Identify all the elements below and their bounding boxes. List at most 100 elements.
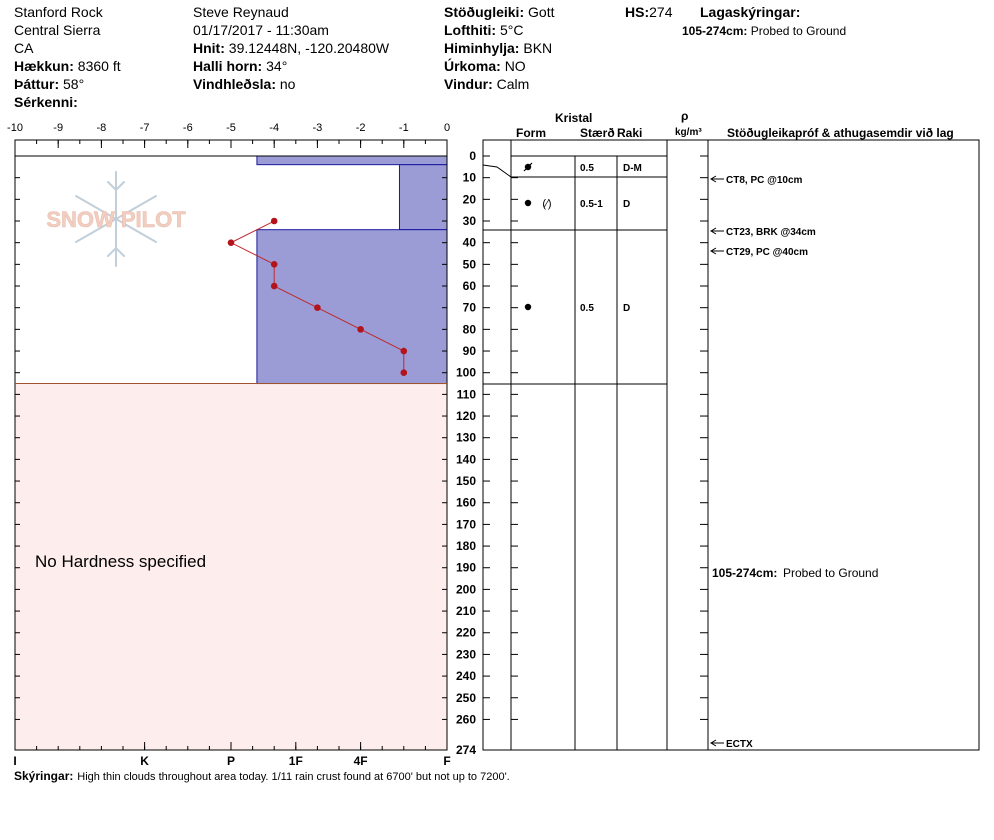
depth-tick-label: 250 [456, 691, 476, 705]
sky: Himinhylja: BKN [444, 40, 552, 57]
layer-comment-range: 105-274cm: [712, 566, 777, 580]
depth-tick-label: 160 [456, 496, 476, 510]
layer-table: 0.5 D-M (∕) 0.5-1 D 0.5 D CT8, PC @10cm CT23, BR… [482, 139, 980, 751]
temperature-profile [227, 217, 408, 377]
layer-size: 0.5 [580, 303, 594, 314]
no-hardness-region [15, 384, 447, 750]
layer-comment-text: Probed to Ground [750, 24, 847, 38]
depth-tick-label: 210 [456, 604, 476, 618]
layer-size: 0.5 [580, 163, 594, 174]
logo-text: SNOW PILOT [46, 207, 186, 232]
depth-tick-label: 230 [456, 647, 476, 661]
temp-point [270, 261, 278, 268]
test-arrow [710, 247, 717, 255]
coords-value: 39.12448N, -120.20480W [228, 40, 390, 56]
crystal-header: Kristal [555, 111, 593, 125]
temp-tick-label: -9 [53, 122, 63, 134]
table-frame [482, 139, 980, 751]
temp-point [270, 217, 278, 225]
moisture-header: Raki [617, 126, 643, 140]
depth-tick-label: 240 [456, 669, 476, 683]
temp-point [400, 347, 408, 355]
hs: HS:274 [625, 4, 672, 21]
location-name: Stanford Rock [14, 4, 103, 20]
temp-tick-label: -7 [140, 122, 150, 134]
depth-tick-label: 40 [463, 236, 477, 250]
slope-value: 34° [266, 58, 288, 74]
comments-text: High thin clouds throughout area today. … [77, 771, 510, 783]
temp-tick-label: -2 [356, 122, 366, 134]
layer-comment-text: Probed to Ground [783, 566, 878, 580]
depth-tick-label: 200 [456, 582, 476, 596]
no-hardness-label: No Hardness specified [35, 552, 207, 571]
sky-label: Himinhylja: [444, 40, 520, 56]
temp-tick-label: -1 [399, 122, 409, 134]
depth-tick-label: 0 [469, 149, 476, 163]
wind-loading: Vindhleðsla: no [193, 76, 295, 93]
wind-value: Calm [496, 76, 530, 92]
layer-comments-label: Lagaskýringar: [700, 4, 801, 20]
rounded-grain-icon [524, 303, 532, 311]
test-label: CT23, BRK @34cm [726, 227, 816, 238]
temp-line [229, 220, 405, 373]
hardness-bar [256, 155, 448, 166]
depth-tick-label: 10 [463, 171, 477, 185]
temp-point [400, 369, 408, 377]
depth-tick-label: 130 [456, 431, 476, 445]
stability: Stöðugleiki: Gott [444, 4, 554, 21]
depth-tick-label: 60 [463, 279, 477, 293]
range-name: Central Sierra [14, 22, 101, 38]
elevation-value: 8360 ft [77, 58, 121, 74]
depth-tick-label: 70 [463, 301, 477, 315]
comments: Skýringar: High thin clouds throughout a… [14, 767, 510, 786]
hardness-bar [398, 164, 448, 231]
hardness-tick-label: K [140, 754, 149, 768]
test-label: ECTX [726, 739, 753, 750]
sky-value: BKN [523, 40, 553, 56]
wind-label: Vindur: [444, 76, 493, 92]
depth-tick-label: 180 [456, 539, 476, 553]
rho-header: ρ [681, 109, 689, 123]
test-label: CT8, PC @10cm [726, 175, 803, 186]
temp-point [227, 239, 235, 246]
depth-tick-label: 30 [463, 214, 477, 228]
layer-moisture: D [623, 303, 630, 314]
depth-tick-label: 260 [456, 712, 476, 726]
observer: Steve Reynaud [193, 4, 289, 20]
layer-moisture: D [623, 199, 630, 210]
air-temp: Lofthiti: 5°C [444, 22, 523, 39]
depth-tick-label: 20 [463, 192, 477, 206]
layer-comment-header: 105-274cm: Probed to Ground [682, 23, 846, 40]
test-label: CT29, PC @40cm [726, 247, 808, 258]
comments-label: Skýringar: [14, 769, 74, 783]
state-name: CA [14, 40, 34, 56]
temp-tick-label: -5 [226, 122, 236, 134]
depth-tick-label: 90 [463, 344, 477, 358]
air-temp-value: 5°C [499, 22, 524, 38]
wind-loading-label: Vindhleðsla: [193, 76, 276, 92]
test-arrow [710, 227, 717, 235]
precip-label: Úrkoma: [444, 58, 501, 74]
temp-point [357, 326, 364, 333]
wind-loading-value: no [279, 76, 296, 92]
depth-tick-label: 110 [457, 387, 477, 401]
layer-size: 0.5-1 [580, 199, 603, 210]
temp-point [270, 282, 278, 290]
decomposing-icon: (∕) [542, 198, 551, 210]
datetime: 01/17/2017 - 11:30am [193, 22, 329, 38]
rounded-grain-icon [524, 199, 532, 207]
wind: Vindur: Calm [444, 76, 529, 93]
layer-comment-range: 105-274cm: [682, 24, 748, 38]
melt-freeze-icon-slash [523, 162, 533, 172]
aspect: Þáttur: 58° [14, 76, 84, 93]
hardness-layers [256, 155, 448, 385]
depth-tick-label: 50 [463, 257, 477, 271]
hardness-tick-label: I [13, 754, 16, 768]
depth-tick-label: 120 [456, 409, 476, 423]
hs-label: HS: [625, 4, 650, 20]
depth-tick-label: 220 [456, 626, 476, 640]
coords: Hnit: 39.12448N, -120.20480W [193, 40, 389, 57]
slope-label: Halli horn: [193, 58, 263, 74]
snowpilot-logo: SNOW PILOT [46, 171, 187, 267]
